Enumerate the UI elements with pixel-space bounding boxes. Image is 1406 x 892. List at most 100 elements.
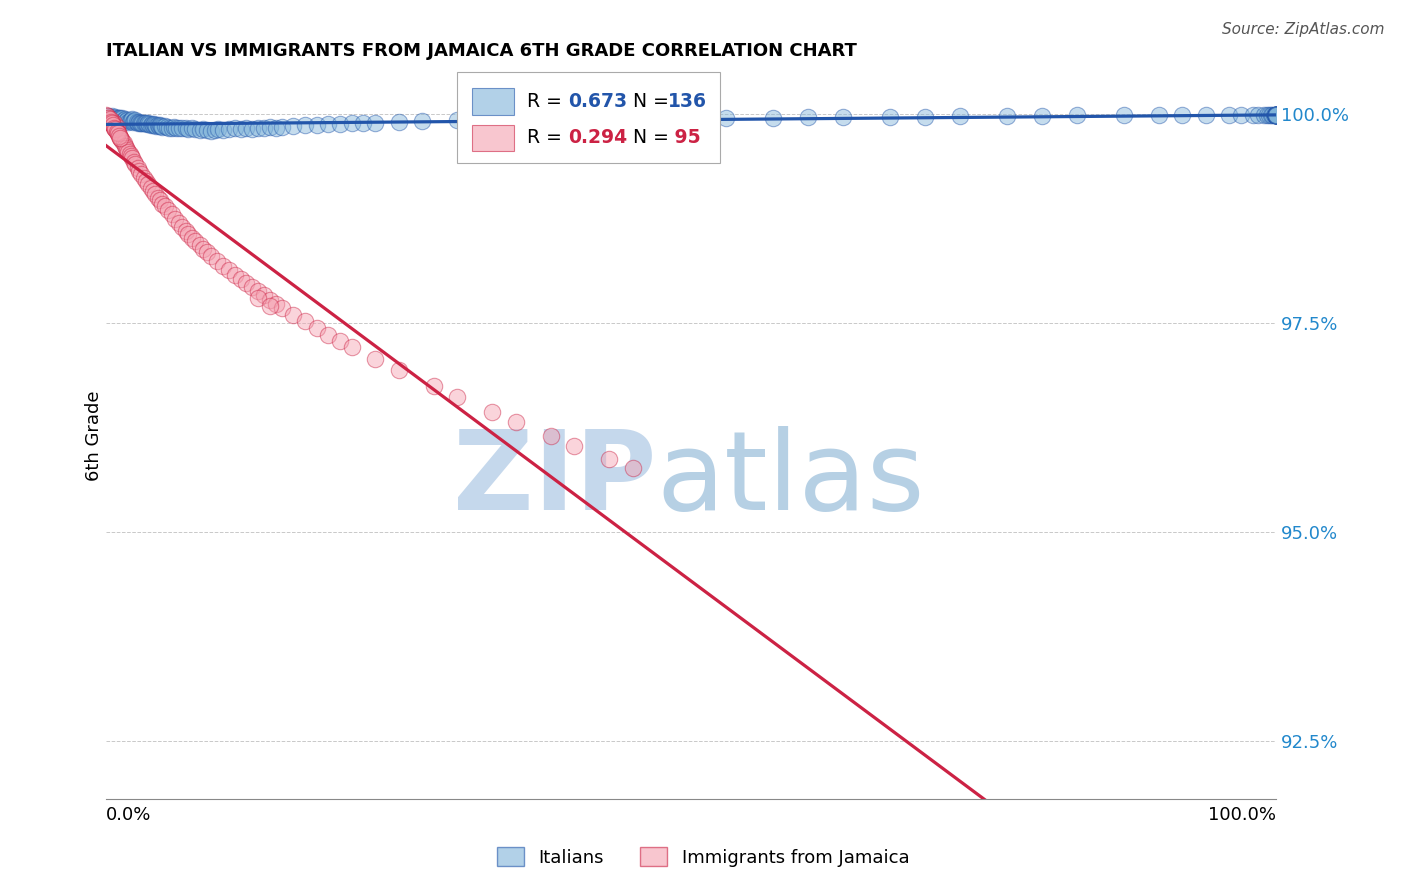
Point: [212, 259, 235, 273]
Point: [387, 363, 409, 377]
Text: 136: 136: [668, 92, 707, 111]
Point: [411, 114, 433, 128]
Point: [446, 113, 468, 128]
Point: [1264, 108, 1286, 122]
Point: [100, 111, 122, 125]
Point: [120, 149, 142, 163]
Point: [101, 118, 124, 132]
Point: [115, 143, 138, 157]
Point: [253, 120, 276, 135]
Point: [481, 404, 503, 418]
Point: [127, 115, 149, 129]
Point: [193, 242, 215, 256]
Text: 0.673: 0.673: [568, 92, 627, 111]
Point: [1264, 108, 1286, 122]
Point: [150, 120, 173, 134]
Point: [142, 184, 165, 198]
Point: [136, 116, 159, 130]
Point: [105, 125, 128, 139]
Point: [110, 132, 132, 146]
Point: [195, 123, 218, 137]
Point: [283, 119, 305, 133]
Point: [138, 117, 160, 131]
Point: [318, 327, 340, 342]
Point: [145, 119, 167, 133]
Point: [122, 114, 145, 128]
Text: atlas: atlas: [657, 425, 924, 533]
Point: [229, 122, 252, 136]
Point: [1147, 108, 1170, 122]
Point: [165, 211, 187, 226]
Point: [115, 140, 138, 154]
Point: [184, 234, 207, 248]
Point: [107, 127, 129, 141]
Point: [108, 112, 131, 126]
Point: [446, 390, 468, 404]
Point: [235, 276, 257, 290]
Point: [645, 112, 668, 126]
Point: [100, 114, 122, 128]
Point: [115, 113, 138, 128]
Text: 0.0%: 0.0%: [105, 805, 152, 824]
Point: [104, 122, 127, 136]
Point: [105, 120, 128, 134]
Point: [132, 170, 155, 185]
Point: [97, 111, 120, 125]
Point: [540, 429, 562, 443]
Point: [125, 114, 148, 128]
Point: [132, 116, 155, 130]
Point: [107, 111, 129, 125]
Point: [167, 216, 190, 230]
Text: R =: R =: [527, 92, 568, 111]
Point: [218, 263, 240, 277]
Point: [98, 113, 121, 128]
Point: [142, 118, 165, 132]
Point: [121, 112, 143, 127]
Point: [270, 120, 292, 134]
Text: 0.294: 0.294: [568, 128, 627, 147]
Point: [143, 118, 166, 132]
Point: [193, 122, 215, 136]
Point: [160, 207, 183, 221]
Point: [118, 147, 141, 161]
Point: [1263, 108, 1285, 122]
Text: ITALIAN VS IMMIGRANTS FROM JAMAICA 6TH GRADE CORRELATION CHART: ITALIAN VS IMMIGRANTS FROM JAMAICA 6TH G…: [105, 42, 858, 60]
Point: [1247, 108, 1270, 122]
Point: [146, 118, 169, 132]
Point: [1264, 108, 1286, 122]
Point: [128, 114, 150, 128]
Point: [562, 112, 585, 127]
Point: [165, 120, 187, 135]
Point: [762, 111, 785, 125]
Point: [562, 439, 585, 453]
Point: [141, 117, 163, 131]
Point: [1264, 108, 1286, 122]
FancyBboxPatch shape: [457, 72, 720, 163]
Point: [1260, 108, 1282, 122]
Point: [598, 112, 620, 126]
Point: [329, 117, 352, 131]
Point: [108, 130, 131, 145]
Point: [364, 116, 387, 130]
Text: 100.0%: 100.0%: [1208, 805, 1277, 824]
Point: [1264, 108, 1286, 122]
Point: [143, 187, 166, 202]
Point: [1195, 108, 1218, 122]
Point: [120, 113, 142, 128]
Point: [108, 128, 131, 142]
Point: [1264, 108, 1286, 122]
Point: [516, 112, 538, 127]
Point: [1218, 108, 1240, 122]
Point: [1264, 108, 1286, 122]
Point: [949, 109, 972, 123]
Point: [100, 115, 122, 129]
Point: [167, 121, 190, 136]
Point: [98, 112, 121, 127]
Point: [218, 122, 240, 136]
Point: [229, 272, 252, 286]
Point: [240, 122, 263, 136]
Point: [172, 120, 194, 135]
Point: [127, 161, 149, 176]
Point: [264, 297, 287, 311]
Point: [129, 116, 152, 130]
